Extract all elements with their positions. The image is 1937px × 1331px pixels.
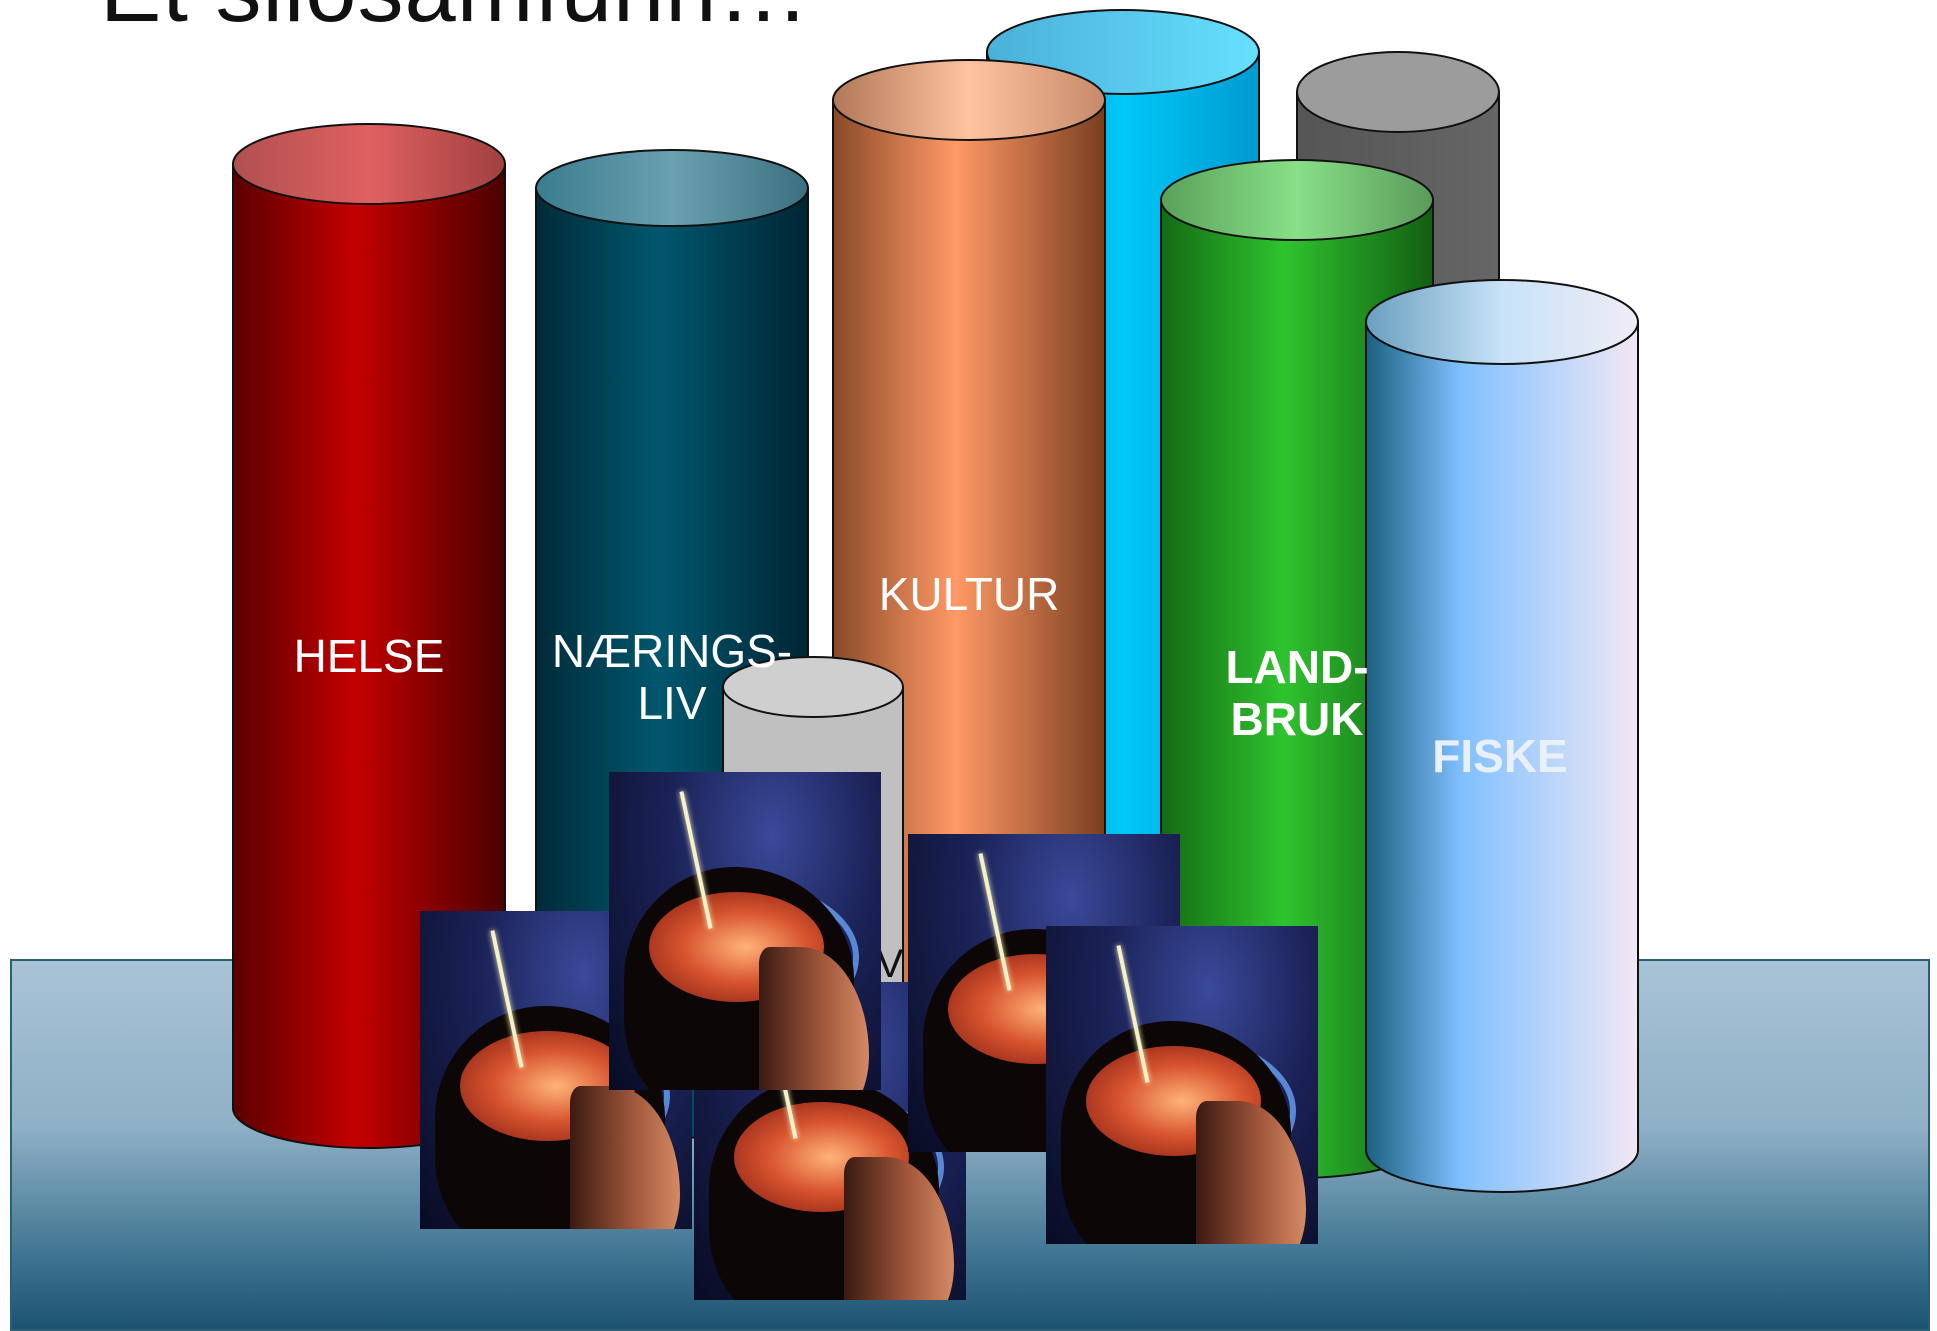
- brain-head-image: [1046, 926, 1318, 1244]
- label-kultur: KULTUR: [878, 568, 1060, 620]
- label-naeringsliv: NÆRINGS- LIV: [551, 625, 793, 729]
- label-helse: HELSE: [293, 630, 445, 682]
- slide-title: Et silosamfunn…: [100, 0, 810, 43]
- brain-head-image: [609, 772, 881, 1090]
- label-fiske: FISKE: [1432, 730, 1568, 782]
- label-partial: V: [876, 942, 904, 986]
- silo-fiske: [1365, 279, 1639, 1193]
- label-landbruk: LAND- BRUK: [1225, 641, 1369, 745]
